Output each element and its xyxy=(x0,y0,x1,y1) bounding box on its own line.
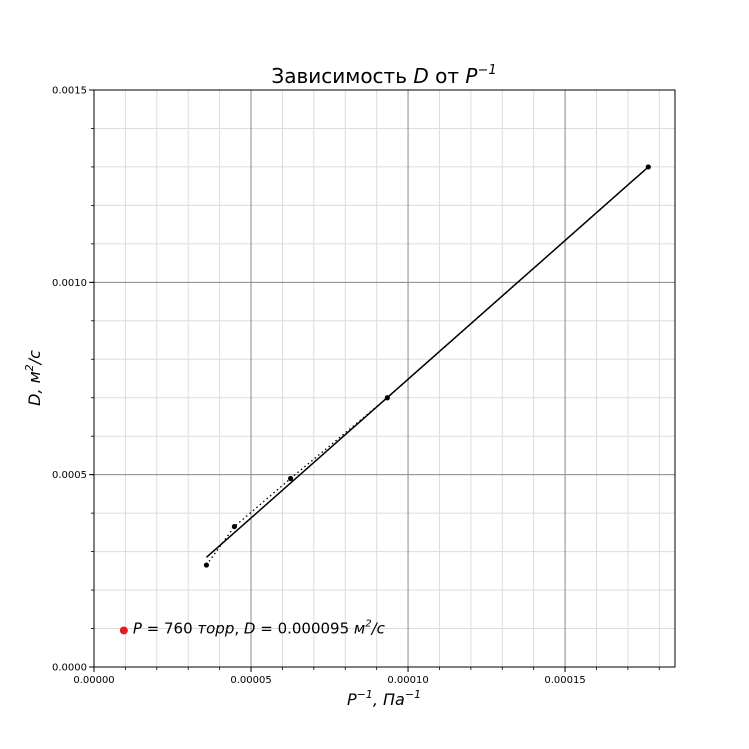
xlabel-sup2: −1 xyxy=(405,688,421,701)
ylabel-rest: , м xyxy=(25,371,44,393)
y-tick-label: 0.0015 xyxy=(52,86,87,97)
annot-unit-word: торр xyxy=(197,619,234,637)
annot-d-var: D xyxy=(244,619,256,637)
fit-line xyxy=(205,166,649,558)
ylabel-var: D xyxy=(25,394,44,406)
x-tick-label: 0.00005 xyxy=(230,675,271,686)
data-point xyxy=(231,523,237,530)
annot-unit: м xyxy=(354,619,365,637)
title-mid: от xyxy=(429,64,466,88)
annot-unit-sup: 2 xyxy=(365,618,371,629)
xlabel-rest: , Па xyxy=(373,690,405,709)
xlabel-var: P xyxy=(347,690,357,709)
annot-p-var: P xyxy=(133,619,143,637)
dotted-connector-line xyxy=(205,166,649,566)
x-tick-label: 0.00000 xyxy=(73,675,114,686)
x-tick-label: 0.00015 xyxy=(544,675,585,686)
annot-unit-rest: /с xyxy=(370,619,386,637)
data-point xyxy=(203,562,210,568)
y-axis-label: D, м2/с xyxy=(23,350,44,406)
title-var-p: P xyxy=(465,64,478,88)
data-series xyxy=(203,164,651,568)
chart-title: Зависимость D от P−1 xyxy=(271,63,496,88)
title-sup: −1 xyxy=(477,63,496,78)
title-prefix: Зависимость xyxy=(271,64,413,88)
ylabel-sup: 2 xyxy=(23,364,36,371)
y-tick-label: 0.0000 xyxy=(52,663,87,674)
annot-sep: , xyxy=(234,619,244,637)
title-var-d: D xyxy=(413,64,428,88)
annotation-text: P = 760 торр, D = 0.000095 м2/с xyxy=(133,618,386,637)
annot-d-value: = 0.000095 xyxy=(255,619,353,637)
annot-p-value: = 760 xyxy=(142,619,198,637)
ylabel-rest2: /с xyxy=(25,350,44,366)
x-axis-label: P−1, Па−1 xyxy=(347,688,421,709)
y-tick-label: 0.0010 xyxy=(52,278,87,289)
grid xyxy=(93,89,675,668)
annotation-point xyxy=(119,626,128,635)
data-point xyxy=(287,475,294,482)
plot-area-frame xyxy=(93,89,676,668)
x-tick-label: 0.00010 xyxy=(387,675,428,686)
xlabel-sup: −1 xyxy=(357,688,373,701)
y-tick-label: 0.0005 xyxy=(52,470,87,481)
axis-ticks: 0.00000 0.00005 0.00010 0.00015 0.0000 0.0005… xyxy=(52,86,660,686)
